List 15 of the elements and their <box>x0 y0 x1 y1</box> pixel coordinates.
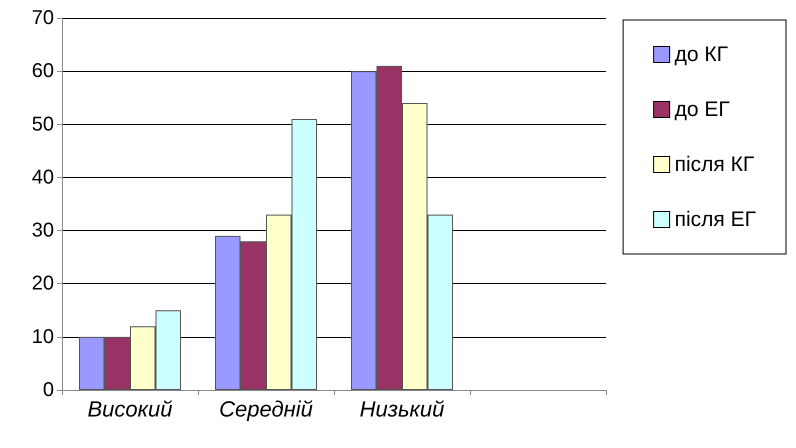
x-tick-label: Середній <box>219 396 313 422</box>
legend-label: після ЕГ <box>674 208 756 231</box>
y-tick-label: 10 <box>32 326 54 348</box>
y-tick-label: 60 <box>32 60 54 82</box>
legend-label: до ЕГ <box>674 98 730 121</box>
y-tick-label: 40 <box>32 166 54 188</box>
y-tick-label: 0 <box>42 379 54 401</box>
y-tick-label: 30 <box>32 220 54 242</box>
x-tick-label: Високий <box>87 396 173 422</box>
legend-label: до КГ <box>674 43 728 66</box>
legend-label: після КГ <box>674 153 754 176</box>
x-tick-label: Низький <box>360 396 444 422</box>
y-tick-label: 20 <box>32 272 54 295</box>
y-tick-label: 50 <box>32 113 54 136</box>
y-tick-label: 70 <box>32 7 54 29</box>
